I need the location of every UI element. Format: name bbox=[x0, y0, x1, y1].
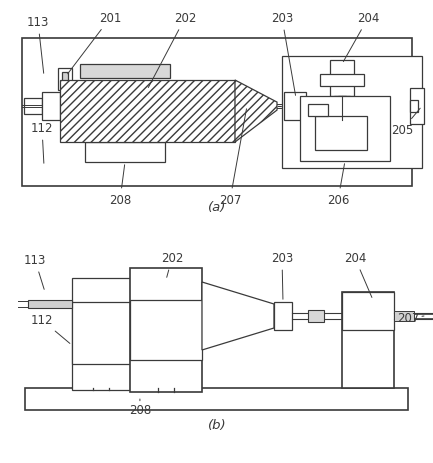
Bar bbox=[300, 96, 390, 161]
Bar bbox=[130, 268, 202, 392]
Text: 112: 112 bbox=[31, 121, 53, 163]
Polygon shape bbox=[202, 282, 274, 350]
Bar bbox=[315, 116, 367, 150]
Text: (a): (a) bbox=[208, 201, 226, 214]
Bar bbox=[62, 72, 68, 86]
Bar bbox=[72, 278, 130, 390]
Bar bbox=[282, 56, 422, 168]
Bar bbox=[320, 74, 364, 86]
Text: 204: 204 bbox=[344, 251, 372, 297]
Text: 207: 207 bbox=[397, 312, 424, 325]
Text: 202: 202 bbox=[161, 251, 183, 277]
Bar bbox=[338, 96, 346, 116]
Bar bbox=[394, 311, 414, 321]
Bar bbox=[342, 292, 394, 330]
Text: 113: 113 bbox=[24, 254, 46, 289]
Bar bbox=[308, 310, 324, 322]
Bar bbox=[24, 98, 42, 114]
Bar bbox=[284, 92, 306, 120]
Bar bbox=[334, 96, 350, 120]
Text: (b): (b) bbox=[208, 419, 226, 432]
Text: 205: 205 bbox=[391, 108, 420, 137]
Text: 208: 208 bbox=[129, 399, 151, 417]
Bar bbox=[28, 300, 72, 308]
Bar bbox=[274, 302, 292, 330]
Bar bbox=[410, 88, 424, 124]
Polygon shape bbox=[235, 80, 277, 142]
Text: 203: 203 bbox=[271, 251, 293, 299]
Text: 208: 208 bbox=[109, 165, 131, 206]
Text: 202: 202 bbox=[148, 12, 196, 88]
Text: 204: 204 bbox=[343, 12, 379, 62]
Bar bbox=[22, 38, 412, 186]
Bar bbox=[130, 300, 202, 360]
Bar bbox=[60, 80, 235, 142]
Bar bbox=[80, 64, 170, 78]
Text: 113: 113 bbox=[27, 15, 49, 73]
Text: 201: 201 bbox=[68, 12, 121, 74]
Bar bbox=[85, 142, 165, 162]
Text: 203: 203 bbox=[271, 12, 295, 95]
Bar bbox=[342, 292, 394, 388]
Bar bbox=[72, 302, 130, 364]
Bar bbox=[410, 100, 418, 112]
Bar bbox=[308, 104, 328, 116]
Text: 112: 112 bbox=[31, 313, 70, 344]
Bar bbox=[58, 68, 72, 90]
Bar bbox=[25, 388, 408, 410]
Bar bbox=[42, 92, 60, 120]
Bar bbox=[330, 60, 354, 96]
Text: 206: 206 bbox=[327, 164, 349, 206]
Text: 207: 207 bbox=[219, 109, 246, 206]
